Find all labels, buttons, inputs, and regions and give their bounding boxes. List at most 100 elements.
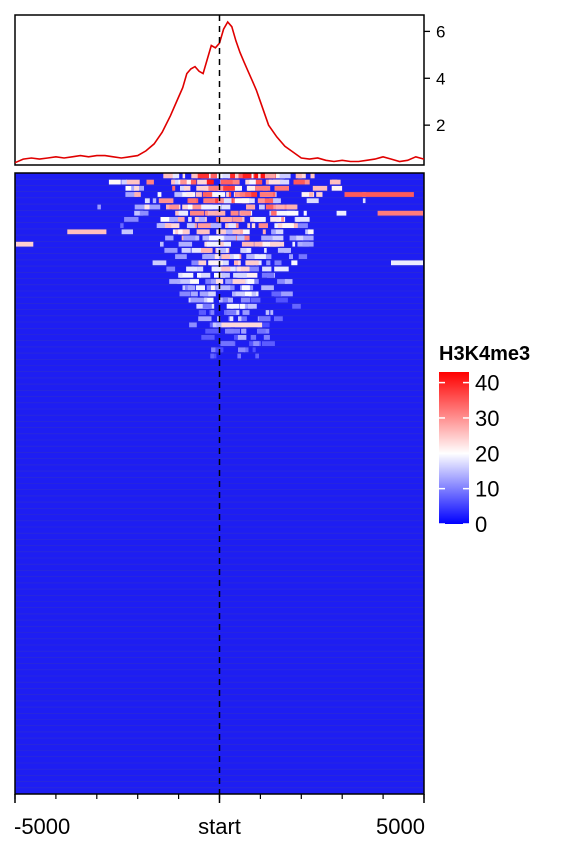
heatmap-cell xyxy=(220,179,233,185)
heatmap-cell xyxy=(242,328,247,334)
heatmap-cell xyxy=(172,185,176,191)
heatmap-cell xyxy=(258,223,268,228)
heatmap-cell xyxy=(305,229,310,235)
heatmap-cell xyxy=(178,241,193,247)
heatmap-cell xyxy=(178,210,189,216)
heatmap-cell xyxy=(238,347,246,353)
heatmap-cell xyxy=(256,260,262,266)
heatmap-cell xyxy=(198,316,212,322)
heatmap-cell xyxy=(298,254,308,259)
heatmap-cell xyxy=(282,223,294,228)
heatmap-cell xyxy=(255,185,271,191)
heatmap-cell xyxy=(188,217,192,222)
heatmap-cell xyxy=(237,229,250,235)
heatmap-cell xyxy=(246,204,255,210)
heatmap-cell xyxy=(228,285,235,291)
heatmap-cell xyxy=(274,260,282,266)
heatmap-cell xyxy=(165,235,174,241)
heatmap-cell xyxy=(269,198,281,204)
heatmap-cell xyxy=(134,192,141,197)
heatmap-cell xyxy=(152,260,167,266)
heatmap-cell xyxy=(251,291,257,297)
heatmap-cell xyxy=(190,297,205,303)
heatmap-cell xyxy=(215,254,220,259)
heatmap-cell xyxy=(187,285,196,291)
heatmap-cell xyxy=(205,328,220,334)
heatmap-cell xyxy=(227,328,240,334)
heatmap-cell xyxy=(185,285,191,291)
heatmap-cell xyxy=(16,241,34,247)
heatmap-cell xyxy=(292,241,296,247)
heatmap-cell xyxy=(209,235,224,241)
heatmap-cell xyxy=(211,266,222,272)
heatmap-cell xyxy=(286,210,299,216)
heatmap-cell xyxy=(146,179,154,185)
heatmap-cell xyxy=(152,198,157,204)
heatmap-cell xyxy=(229,316,234,322)
heatmap-cell xyxy=(226,310,237,315)
heatmap-cell xyxy=(157,192,162,197)
heatmap-cell xyxy=(260,322,270,328)
heatmap-cell xyxy=(261,285,274,291)
heatmap-cell xyxy=(215,279,224,284)
heatmap-cell xyxy=(264,248,267,253)
heatmap-cell xyxy=(271,291,282,297)
heatmap-cell xyxy=(293,179,305,185)
heatmap-cell xyxy=(251,223,256,228)
heatmap-cell xyxy=(186,223,195,228)
heatmap-cell xyxy=(221,254,230,259)
heatmap-cell xyxy=(247,223,251,228)
heatmap-cell xyxy=(295,217,310,222)
heatmap-cell xyxy=(204,297,208,303)
heatmap-cell xyxy=(275,297,288,303)
heatmap-cell xyxy=(247,303,257,309)
heatmap-cell xyxy=(274,185,289,191)
heatmap-cell xyxy=(205,279,211,284)
heatmap-cell xyxy=(186,192,193,197)
heatmap-cell xyxy=(188,198,197,204)
heatmap-cell xyxy=(227,192,232,197)
heatmap-cell xyxy=(291,260,298,266)
heatmap-cell xyxy=(139,210,149,216)
heatmap-cell xyxy=(238,260,241,266)
heatmap-cell xyxy=(228,229,241,235)
heatmap-cell xyxy=(213,185,221,191)
heatmap-cell xyxy=(237,335,247,340)
heatmap-cell xyxy=(215,198,218,204)
heatmap-cell xyxy=(172,173,180,179)
heatmap-cell xyxy=(218,229,226,235)
heatmap-cell xyxy=(260,192,273,197)
heatmap-cell xyxy=(207,210,220,216)
heatmap-cell xyxy=(259,204,265,210)
heatmap-cell xyxy=(144,198,150,204)
heatmap-cell xyxy=(163,173,176,179)
heatmap-cell xyxy=(261,235,273,241)
heatmap-cell xyxy=(165,223,180,228)
heatmap-cell xyxy=(234,192,247,197)
heatmap-cell xyxy=(229,179,240,185)
heatmap-cell xyxy=(245,192,252,197)
heatmap-cell xyxy=(216,266,231,272)
heatmap-cell xyxy=(232,291,236,297)
heatmap-cell xyxy=(308,229,314,235)
heatmap-cell xyxy=(177,217,185,222)
heatmap-cell xyxy=(237,235,245,241)
heatmap-cell xyxy=(236,272,247,278)
heatmap-cell xyxy=(240,210,251,216)
heatmap-cell xyxy=(191,266,195,272)
heatmap-cell xyxy=(197,266,204,272)
heatmap-cell xyxy=(221,260,229,266)
heatmap-cell xyxy=(182,204,192,210)
heatmap-cell xyxy=(271,229,284,235)
heatmap-cell xyxy=(310,173,315,179)
heatmap-cell xyxy=(120,223,124,228)
heatmap-cell xyxy=(232,279,246,284)
heatmap-cell xyxy=(222,173,231,179)
heatmap-cell xyxy=(243,248,251,253)
heatmap-cell xyxy=(262,229,266,235)
heatmap-cell xyxy=(262,241,270,247)
heatmap-cell xyxy=(134,185,139,191)
heatmap-cell xyxy=(222,297,229,303)
heatmap-cell xyxy=(202,192,213,197)
heatmap-cell xyxy=(228,223,236,228)
